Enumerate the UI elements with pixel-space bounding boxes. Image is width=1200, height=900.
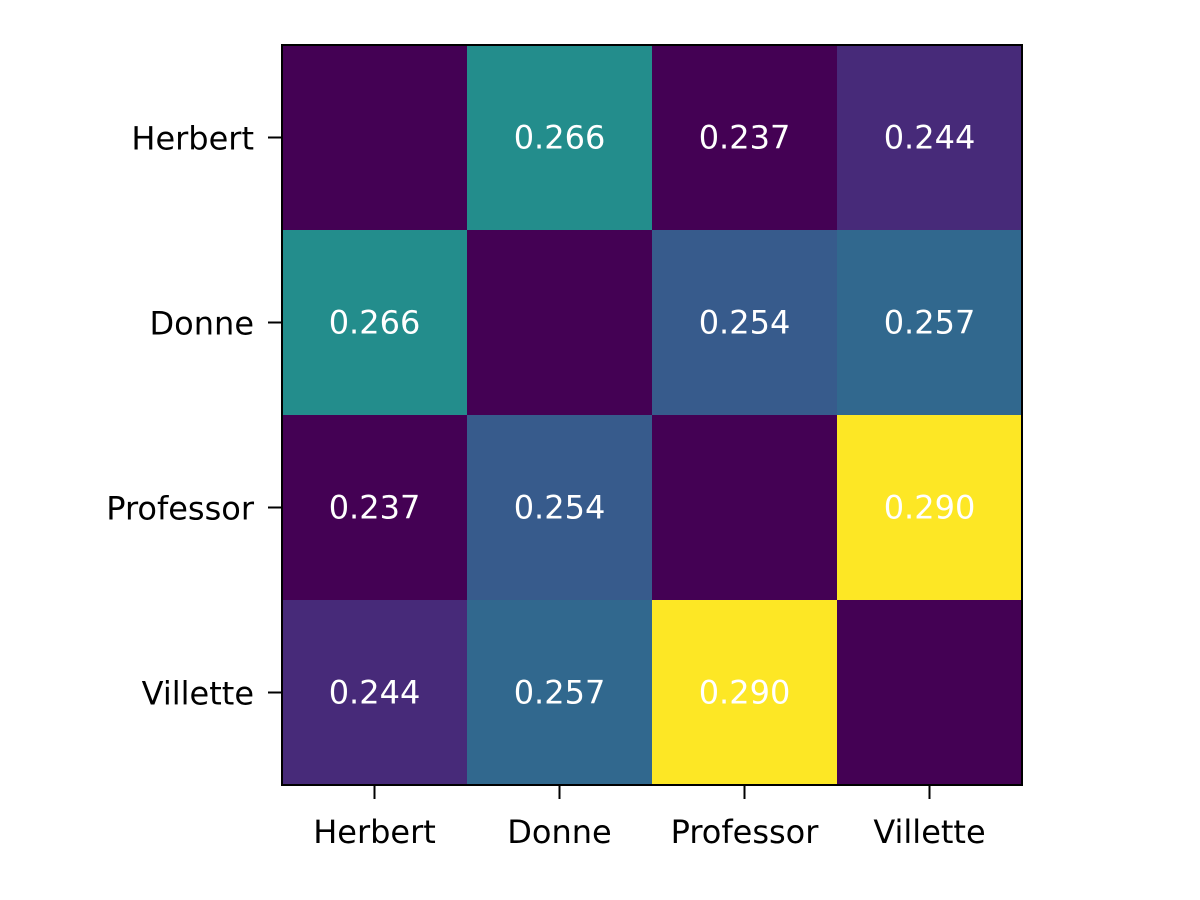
heatmap-cell-villette-villette — [837, 600, 1022, 785]
cell-value-label: 0.237 — [329, 489, 421, 527]
heatmap-cell-herbert-donne — [467, 45, 652, 230]
x-tick-label: Villette — [873, 813, 985, 851]
cell-value-label: 0.257 — [884, 304, 976, 342]
heatmap-cell-professor-professor — [652, 415, 837, 600]
y-tick-label: Herbert — [131, 120, 254, 158]
cell-value-label: 0.257 — [514, 674, 606, 712]
heatmap-cell-professor-donne — [467, 415, 652, 600]
x-tick-label: Donne — [507, 813, 611, 851]
heatmap-cell-labels: 0.266 0.237 0.244 0.266 0.254 0.257 0.237 0.254… — [329, 119, 976, 712]
cell-value-label: 0.290 — [699, 674, 791, 712]
heatmap-cell-villette-herbert — [282, 600, 467, 785]
heatmap-cell-professor-villette — [837, 415, 1022, 600]
heatmap-cells — [282, 45, 1022, 785]
y-axis: Herbert Donne Professor Villette — [106, 120, 282, 713]
cell-value-label: 0.244 — [884, 119, 976, 157]
heatmap-cell-donne-herbert — [282, 230, 467, 415]
cell-value-label: 0.254 — [514, 489, 606, 527]
cell-value-label: 0.266 — [514, 119, 606, 157]
heatmap-cell-herbert-villette — [837, 45, 1022, 230]
heatmap-cell-herbert-professor — [652, 45, 837, 230]
plot-frame — [281, 44, 1023, 786]
x-tick-label: Professor — [671, 813, 820, 851]
heatmap-cell-villette-professor — [652, 600, 837, 785]
cell-value-label: 0.254 — [699, 304, 791, 342]
heatmap-cell-donne-donne — [467, 230, 652, 415]
y-tick-label: Professor — [106, 490, 255, 528]
heatmap-cell-donne-professor — [652, 230, 837, 415]
heatmap-cell-herbert-herbert — [282, 45, 467, 230]
cell-value-label: 0.290 — [884, 489, 976, 527]
cell-value-label: 0.237 — [699, 119, 791, 157]
heatmap-cell-professor-herbert — [282, 415, 467, 600]
heatmap-cell-donne-villette — [837, 230, 1022, 415]
heatmap-cell-villette-donne — [467, 600, 652, 785]
x-axis: Herbert Donne Professor Villette — [313, 785, 986, 851]
cell-value-label: 0.244 — [329, 674, 421, 712]
y-tick-label: Villette — [142, 675, 254, 713]
cell-value-label: 0.266 — [329, 304, 421, 342]
y-tick-label: Donne — [150, 305, 254, 343]
x-tick-label: Herbert — [313, 813, 436, 851]
